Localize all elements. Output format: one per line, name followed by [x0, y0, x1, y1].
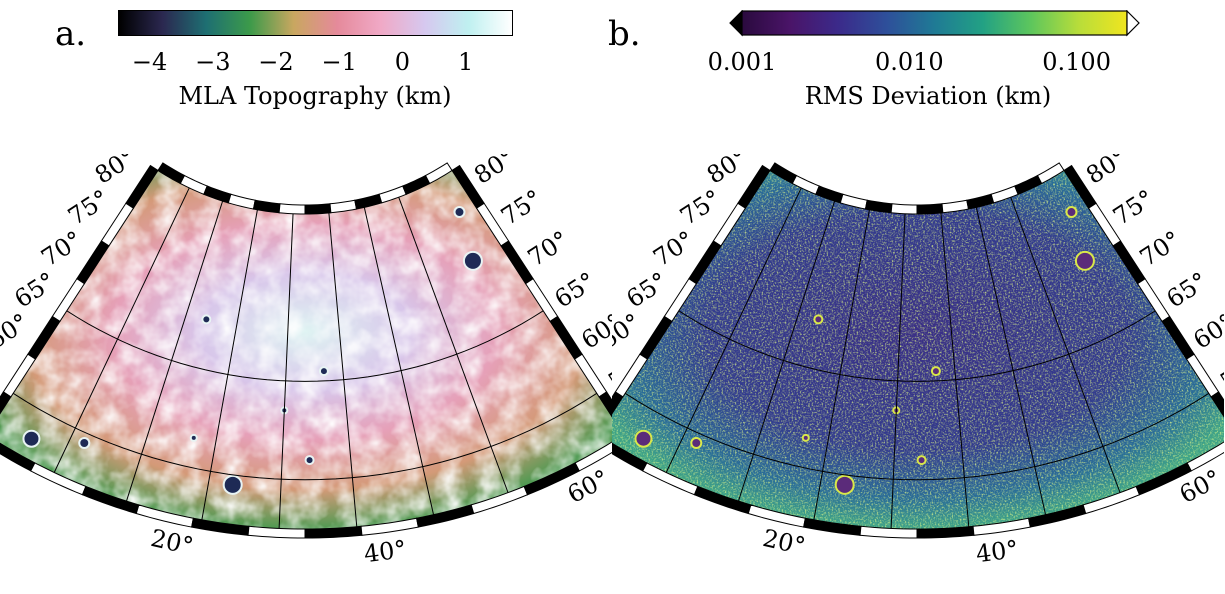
crater-mark: [916, 455, 927, 466]
longitude-gridline: [363, 207, 435, 515]
rms-tick-label: 0.010: [874, 48, 944, 76]
rms-deviation-map: 80°80°75°75°70°70°65°65°60°60°55°55°50°5…: [612, 154, 1224, 568]
crater-mark: [1065, 206, 1078, 219]
rms-tick-label: 0.100: [1042, 48, 1111, 76]
frame-segment-bottom: [1186, 441, 1224, 472]
latitude-gridline: [66, 310, 544, 382]
latitude-label-left: 70°: [36, 225, 87, 272]
crater-mark: [453, 206, 466, 219]
topography-colorbar-title: MLA Topography (km): [178, 82, 452, 110]
topography-colorbar-gradient: [118, 10, 513, 36]
crater-mark: [201, 314, 212, 325]
longitude-gridline: [940, 212, 970, 527]
crater-mark: [462, 250, 483, 271]
longitude-gridline: [975, 207, 1047, 515]
longitude-label: 20°: [760, 524, 808, 561]
latitude-label-right: 65°: [1162, 267, 1213, 314]
latitude-label-right: 55°: [603, 349, 612, 396]
rms-colorbar-over-arrow: [1126, 10, 1140, 37]
latitude-label-right: 75°: [496, 184, 547, 231]
crater-mark: [189, 433, 198, 442]
crater-mark: [318, 366, 329, 377]
topography-tick-label: 0: [394, 48, 411, 76]
topography-tick-label: −1: [321, 48, 357, 76]
topography-tick-label: −2: [258, 48, 294, 76]
latitude-label-right: 60°: [576, 308, 612, 355]
latitude-label-left: 55°: [612, 349, 619, 396]
latitude-label-right: 75°: [1108, 184, 1159, 231]
latitude-gridline: [624, 392, 1210, 481]
latitude-label-left: 70°: [648, 225, 699, 272]
frame-segment-side: [1210, 391, 1224, 418]
longitude-gridline: [328, 212, 358, 527]
longitude-label: 40°: [974, 535, 1020, 568]
rms-colorbar: 0.001 0.010 0.100 RMS Deviation (km): [708, 10, 1141, 120]
latitude-label-right: 60°: [1188, 308, 1224, 355]
topography-map: 80°80°75°75°70°70°65°65°60°60°55°55°50°5…: [0, 154, 612, 568]
crater-mark: [222, 474, 243, 495]
longitude-gridline: [201, 209, 258, 520]
rms-tick-label: 0.001: [707, 48, 777, 76]
crater-mark: [22, 429, 41, 448]
longitude-gridline: [665, 187, 802, 473]
latitude-label-right: 80°: [469, 154, 520, 190]
frame-segment-top: [890, 203, 918, 215]
panel-b-label: b.: [608, 14, 641, 54]
longitude-gridline: [813, 209, 870, 520]
crater-mark: [634, 429, 653, 448]
crater-mark: [304, 455, 315, 466]
latitude-label-right: 65°: [550, 267, 601, 314]
latitude-label-left: 55°: [0, 349, 7, 396]
frame-segment-top: [916, 203, 944, 215]
latitude-gridline: [678, 310, 1156, 382]
longitude-gridline: [53, 187, 190, 473]
frame-segment-bottom: [574, 441, 612, 472]
rms-colorbar-under-arrow: [729, 10, 743, 37]
rms-colorbar-title: RMS Deviation (km): [804, 82, 1052, 110]
crater-mark: [834, 474, 855, 495]
frame-segment-side: [598, 391, 612, 418]
longitude-label: 40°: [362, 535, 408, 568]
longitude-gridline: [398, 197, 509, 493]
topography-tick-label: 1: [457, 48, 474, 76]
frame-segment-side: [612, 391, 624, 415]
longitude-gridline: [1010, 197, 1121, 493]
crater-mark: [690, 436, 703, 449]
topography-colorbar-ticks: −4 −3 −2 −1 0 1: [118, 48, 513, 76]
latitude-label-left: 75°: [63, 184, 114, 231]
latitude-label-right: 55°: [1215, 349, 1224, 396]
topography-colorbar: −4 −3 −2 −1 0 1 MLA Topography (km): [118, 10, 513, 120]
panel-a-label: a.: [55, 14, 87, 54]
crater-mark: [78, 436, 91, 449]
crater-mark: [813, 314, 824, 325]
crater-mark: [930, 366, 941, 377]
topography-tick-label: −4: [131, 48, 168, 76]
longitude-gridline: [278, 213, 294, 529]
crater-mark: [1074, 250, 1095, 271]
rms-colorbar-gradient: [729, 10, 1140, 37]
longitude-label: 20°: [148, 524, 196, 561]
longitude-gridline: [125, 200, 224, 502]
latitude-label-left: 60°: [0, 308, 34, 355]
rms-colorbar-body: [741, 10, 1128, 36]
latitude-label-left: 65°: [9, 267, 60, 314]
latitude-label-right: 70°: [523, 225, 574, 272]
longitude-gridline: [737, 200, 836, 502]
crater-mark: [801, 433, 810, 442]
rms-colorbar-ticks: 0.001 0.010 0.100: [708, 48, 1141, 76]
frame-segment-top: [304, 203, 332, 215]
latitude-gridline: [12, 392, 598, 481]
latitude-label-left: 65°: [621, 267, 672, 314]
latitude-label-right: 70°: [1135, 225, 1186, 272]
latitude-label-right: 80°: [1081, 154, 1132, 190]
frame-segment-top: [278, 203, 306, 215]
topography-tick-label: −3: [195, 48, 231, 76]
frame-segment-side: [0, 391, 12, 415]
latitude-label-left: 60°: [612, 308, 646, 355]
longitude-gridline: [890, 213, 906, 529]
latitude-label-left: 75°: [675, 184, 726, 231]
